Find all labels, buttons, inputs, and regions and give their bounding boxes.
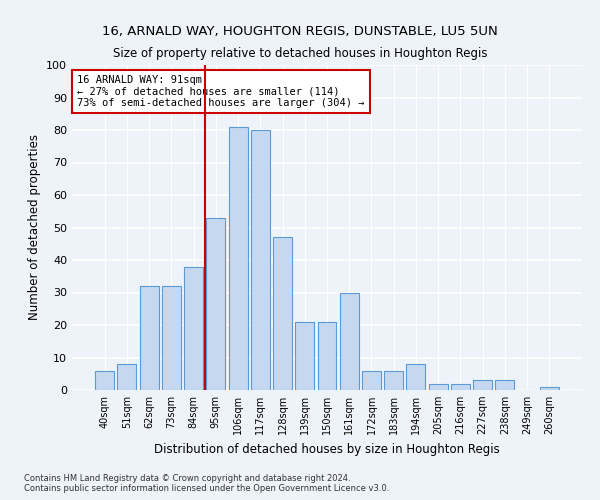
- Bar: [206, 218, 225, 390]
- Bar: [451, 384, 470, 390]
- Bar: [317, 322, 337, 390]
- X-axis label: Distribution of detached houses by size in Houghton Regis: Distribution of detached houses by size …: [154, 442, 500, 456]
- Bar: [273, 238, 292, 390]
- Bar: [384, 370, 403, 390]
- Bar: [496, 380, 514, 390]
- Text: Contains HM Land Registry data © Crown copyright and database right 2024.: Contains HM Land Registry data © Crown c…: [24, 474, 350, 483]
- Bar: [229, 126, 248, 390]
- Bar: [362, 370, 381, 390]
- Bar: [184, 266, 203, 390]
- Y-axis label: Number of detached properties: Number of detached properties: [28, 134, 41, 320]
- Text: Size of property relative to detached houses in Houghton Regis: Size of property relative to detached ho…: [113, 48, 487, 60]
- Bar: [406, 364, 425, 390]
- Bar: [95, 370, 114, 390]
- Text: 16 ARNALD WAY: 91sqm
← 27% of detached houses are smaller (114)
73% of semi-deta: 16 ARNALD WAY: 91sqm ← 27% of detached h…: [77, 74, 365, 108]
- Bar: [473, 380, 492, 390]
- Text: 16, ARNALD WAY, HOUGHTON REGIS, DUNSTABLE, LU5 5UN: 16, ARNALD WAY, HOUGHTON REGIS, DUNSTABL…: [102, 25, 498, 38]
- Bar: [340, 292, 359, 390]
- Text: Contains public sector information licensed under the Open Government Licence v3: Contains public sector information licen…: [24, 484, 389, 493]
- Bar: [295, 322, 314, 390]
- Bar: [540, 387, 559, 390]
- Bar: [162, 286, 181, 390]
- Bar: [251, 130, 270, 390]
- Bar: [140, 286, 158, 390]
- Bar: [429, 384, 448, 390]
- Bar: [118, 364, 136, 390]
